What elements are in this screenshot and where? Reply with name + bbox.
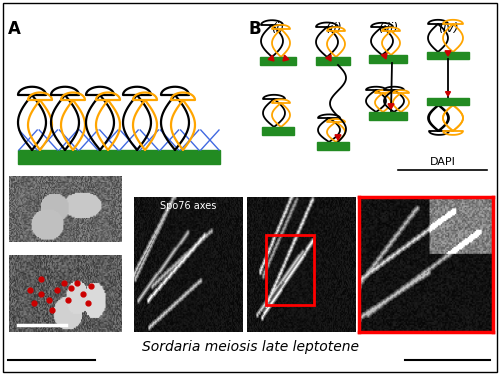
Bar bbox=[369, 55, 407, 63]
Polygon shape bbox=[335, 135, 341, 140]
Polygon shape bbox=[388, 104, 394, 109]
Polygon shape bbox=[283, 55, 289, 61]
Bar bbox=[18, 150, 220, 164]
Text: C: C bbox=[8, 197, 20, 215]
Text: D: D bbox=[248, 197, 262, 215]
Text: B: B bbox=[248, 20, 260, 38]
Text: (iv): (iv) bbox=[438, 22, 458, 35]
Text: Sordaria meiosis late leptotene: Sordaria meiosis late leptotene bbox=[142, 340, 358, 354]
Polygon shape bbox=[445, 51, 451, 56]
Polygon shape bbox=[268, 55, 274, 61]
Text: (i): (i) bbox=[272, 22, 284, 35]
Polygon shape bbox=[382, 53, 387, 59]
Text: Spo76 axes: Spo76 axes bbox=[160, 201, 216, 211]
Bar bbox=[266, 235, 314, 305]
Text: DAPI: DAPI bbox=[430, 157, 456, 167]
Text: A: A bbox=[8, 20, 21, 38]
Text: Mer3 foci: Mer3 foci bbox=[36, 199, 84, 209]
Polygon shape bbox=[446, 92, 450, 96]
Bar bbox=[369, 112, 407, 120]
Bar bbox=[260, 57, 296, 65]
Bar bbox=[427, 98, 469, 105]
Bar bbox=[316, 57, 350, 65]
Polygon shape bbox=[326, 55, 331, 61]
Bar bbox=[317, 142, 349, 150]
Text: (ii): (ii) bbox=[324, 22, 342, 35]
Text: (iii): (iii) bbox=[378, 22, 398, 35]
Bar bbox=[427, 52, 469, 59]
Bar bbox=[262, 127, 294, 135]
